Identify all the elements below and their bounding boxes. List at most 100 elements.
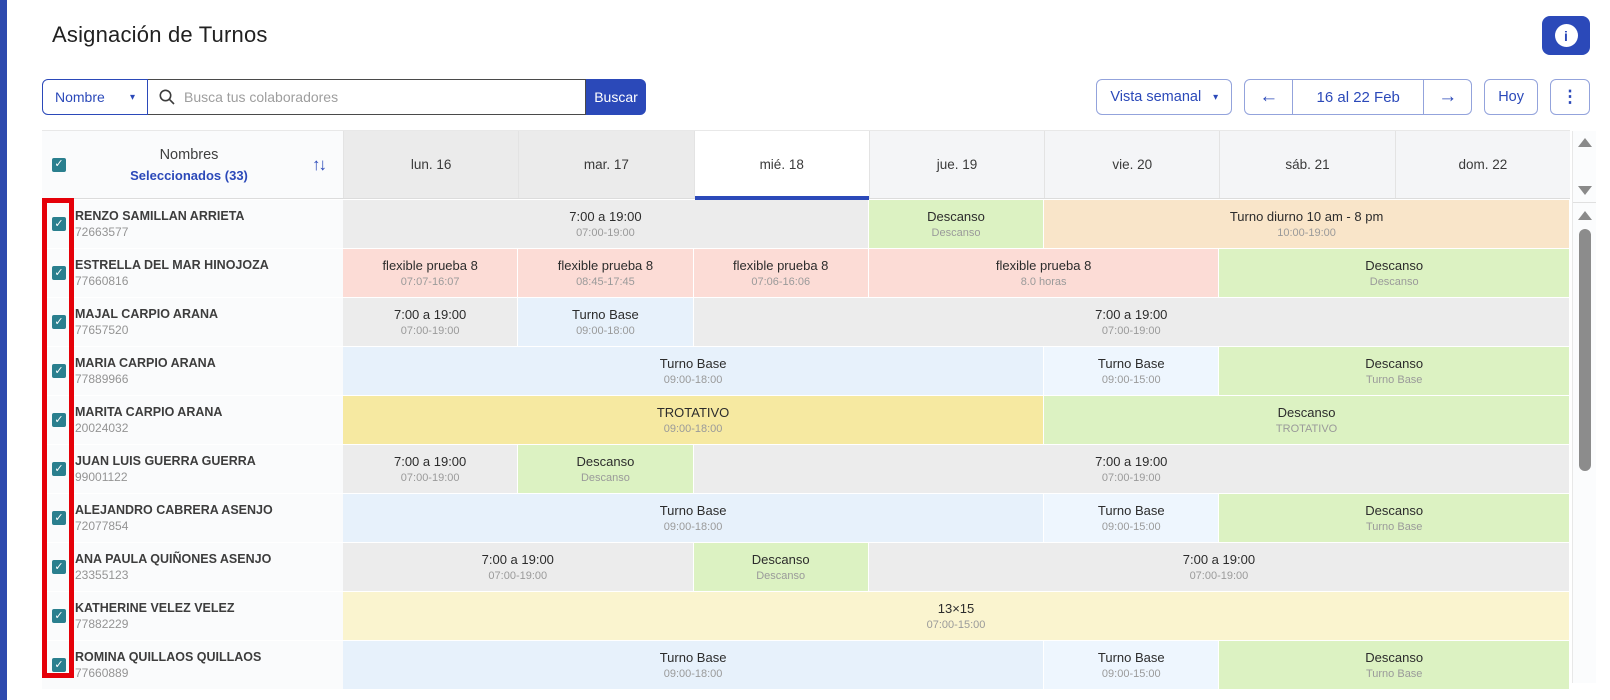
shift-cell[interactable]: Descanso TROTATIVO	[1044, 396, 1570, 444]
shift-cell[interactable]: Descanso Descanso	[1219, 249, 1570, 297]
shift-cell[interactable]: Turno Base 09:00-18:00	[518, 298, 694, 346]
shift-cell[interactable]: Turno Base 09:00-15:00	[1044, 494, 1220, 542]
day-header-vie-20[interactable]: vie. 20	[1044, 131, 1220, 198]
employee-cell: ✓ MARITA CARPIO ARANA 20024032	[42, 396, 343, 444]
filter-type-select[interactable]: Nombre ▾	[42, 79, 148, 115]
shift-cell[interactable]: 7:00 a 19:00 07:00-19:00	[343, 298, 519, 346]
shift-cell[interactable]: 7:00 a 19:00 07:00-19:00	[693, 298, 1570, 346]
table-row: ✓ JUAN LUIS GUERRA GUERRA 99001122 7:00 a 1…	[42, 445, 1570, 493]
shift-title: flexible prueba 8	[733, 258, 829, 273]
row-checkbox[interactable]: ✓	[52, 511, 66, 525]
employee-cell: ✓ MARIA CARPIO ARANA 77889966	[42, 347, 343, 395]
day-header-lun-16[interactable]: lun. 16	[343, 131, 519, 198]
shift-cell[interactable]: Turno Base 09:00-18:00	[343, 641, 1045, 689]
scrollbar-thumb[interactable]	[1579, 229, 1591, 471]
day-header-label: dom. 22	[1458, 157, 1508, 172]
arrow-right-icon: →	[1438, 86, 1458, 107]
view-mode-select[interactable]: Vista semanal ▾	[1096, 79, 1233, 115]
select-all-checkbox[interactable]: ✓	[52, 157, 66, 172]
search-box[interactable]	[148, 79, 586, 115]
day-header-jue-19[interactable]: jue. 19	[868, 131, 1045, 198]
today-button[interactable]: Hoy	[1484, 79, 1538, 115]
check-icon: ✓	[54, 511, 64, 524]
shift-cell[interactable]: Descanso Descanso	[868, 200, 1045, 248]
check-icon: ✓	[54, 266, 64, 279]
row-checkbox[interactable]: ✓	[52, 315, 66, 329]
row-checkbox[interactable]: ✓	[52, 462, 66, 476]
shift-subtitle: 07:00-19:00	[488, 570, 548, 582]
check-icon: ✓	[54, 413, 64, 426]
shift-cell[interactable]: 13×15 07:00-15:00	[343, 592, 1570, 640]
shift-cell[interactable]: Descanso Turno Base	[1219, 347, 1570, 395]
shift-cell[interactable]: Descanso Descanso	[518, 445, 694, 493]
day-header-mar-17[interactable]: mar. 17	[518, 131, 694, 198]
shift-cell[interactable]: Turno Base 09:00-18:00	[343, 494, 1045, 542]
employee-name: JUAN LUIS GUERRA GUERRA	[75, 453, 256, 468]
row-checkbox[interactable]: ✓	[52, 560, 66, 574]
info-button[interactable]: i	[1542, 16, 1590, 55]
scroll-down-icon[interactable]	[1577, 186, 1592, 195]
shift-cell[interactable]: Descanso Turno Base	[1219, 641, 1570, 689]
shift-cell[interactable]: flexible prueba 8 08:45-17:45	[518, 249, 694, 297]
shift-cell[interactable]: Turno Base 09:00-15:00	[1044, 347, 1220, 395]
day-header-s-b-21[interactable]: sáb. 21	[1219, 131, 1395, 198]
employee-id: 72663577	[75, 224, 129, 239]
row-checkbox[interactable]: ✓	[52, 658, 66, 672]
shift-cell[interactable]: 7:00 a 19:00 07:00-19:00	[343, 200, 869, 248]
employee-cell: ✓ JUAN LUIS GUERRA GUERRA 99001122	[42, 445, 343, 493]
employee-name: KATHERINE VELEZ VELEZ	[75, 600, 235, 615]
date-navigation: ← 16 al 22 Feb →	[1244, 79, 1473, 115]
shift-title: Descanso	[1277, 405, 1336, 420]
sort-control[interactable]: ↑ ↓	[312, 154, 327, 175]
shift-cell[interactable]: TROTATIVO 09:00-18:00	[343, 396, 1045, 444]
search-button[interactable]: Buscar	[586, 79, 646, 115]
row-checkbox[interactable]: ✓	[52, 217, 66, 231]
table-row: ✓ MAJAL CARPIO ARANA 77657520 7:00 a 19:00 0…	[42, 298, 1570, 346]
shift-cell[interactable]: Descanso Descanso	[693, 543, 869, 591]
scroll-up-icon[interactable]	[1577, 138, 1592, 147]
shift-subtitle: Turno Base	[1365, 521, 1423, 533]
row-checkbox[interactable]: ✓	[52, 413, 66, 427]
shift-cell[interactable]: Descanso Turno Base	[1219, 494, 1570, 542]
shift-subtitle: 09:00-15:00	[1101, 668, 1161, 680]
row-checkbox[interactable]: ✓	[52, 266, 66, 280]
day-header-dom-22[interactable]: dom. 22	[1394, 131, 1570, 198]
search-input[interactable]	[184, 89, 575, 105]
search-icon	[159, 89, 175, 105]
day-header-mi-18[interactable]: mié. 18	[693, 131, 870, 200]
scroll-up-icon[interactable]	[1577, 211, 1592, 220]
shift-cell[interactable]: flexible prueba 8 07:06-16:06	[693, 249, 869, 297]
selected-count-label[interactable]: Seleccionados (33)	[130, 167, 248, 183]
names-column-title: Nombres	[159, 146, 219, 163]
date-range-label[interactable]: 16 al 22 Feb	[1292, 80, 1425, 114]
shift-cell[interactable]: 7:00 a 19:00 07:00-19:00	[343, 445, 519, 493]
table-row: ✓ RENZO SAMILLAN ARRIETA 72663577 7:00 a 19…	[42, 200, 1570, 248]
employee-name: ESTRELLA DEL MAR HINOJOZA	[75, 257, 269, 272]
employee-id: 77889966	[75, 371, 129, 386]
shift-title: Turno Base	[572, 307, 639, 322]
shift-cell[interactable]: Turno Base 09:00-18:00	[343, 347, 1045, 395]
next-week-button[interactable]: →	[1424, 80, 1471, 114]
row-checkbox[interactable]: ✓	[52, 609, 66, 623]
shift-title: 13×15	[937, 601, 975, 616]
shift-cell[interactable]: Turno diurno 10 am - 8 pm 10:00-19:00	[1044, 200, 1570, 248]
check-icon: ✓	[54, 658, 64, 671]
shift-subtitle: Descanso	[756, 570, 806, 582]
more-options-button[interactable]: ⋮	[1550, 79, 1590, 115]
prev-week-button[interactable]: ←	[1245, 80, 1292, 114]
shift-cell[interactable]: flexible prueba 8 8.0 horas	[868, 249, 1220, 297]
shift-title: flexible prueba 8	[557, 258, 654, 273]
row-checkbox[interactable]: ✓	[52, 364, 66, 378]
table-header-row: ✓ Nombres Seleccionados (33) ↑ ↓ lun. 16…	[42, 130, 1570, 200]
shift-cell[interactable]: 7:00 a 19:00 07:00-19:00	[868, 543, 1570, 591]
shift-cell[interactable]: Turno Base 09:00-15:00	[1044, 641, 1220, 689]
employee-name: ALEJANDRO CABRERA ASENJO	[75, 502, 273, 517]
shift-title: 7:00 a 19:00	[393, 454, 467, 469]
shift-cell[interactable]: 7:00 a 19:00 07:00-19:00	[343, 543, 694, 591]
sort-desc-icon: ↓	[318, 154, 327, 174]
shift-cell[interactable]: 7:00 a 19:00 07:00-19:00	[693, 445, 1570, 493]
employee-cell: ✓ ROMINA QUILLAOS QUILLAOS 77660889	[42, 641, 343, 689]
shift-cell[interactable]: flexible prueba 8 07:07-16:07	[343, 249, 519, 297]
shift-title: flexible prueba 8	[382, 258, 478, 273]
shift-title: 7:00 a 19:00	[1095, 307, 1168, 322]
